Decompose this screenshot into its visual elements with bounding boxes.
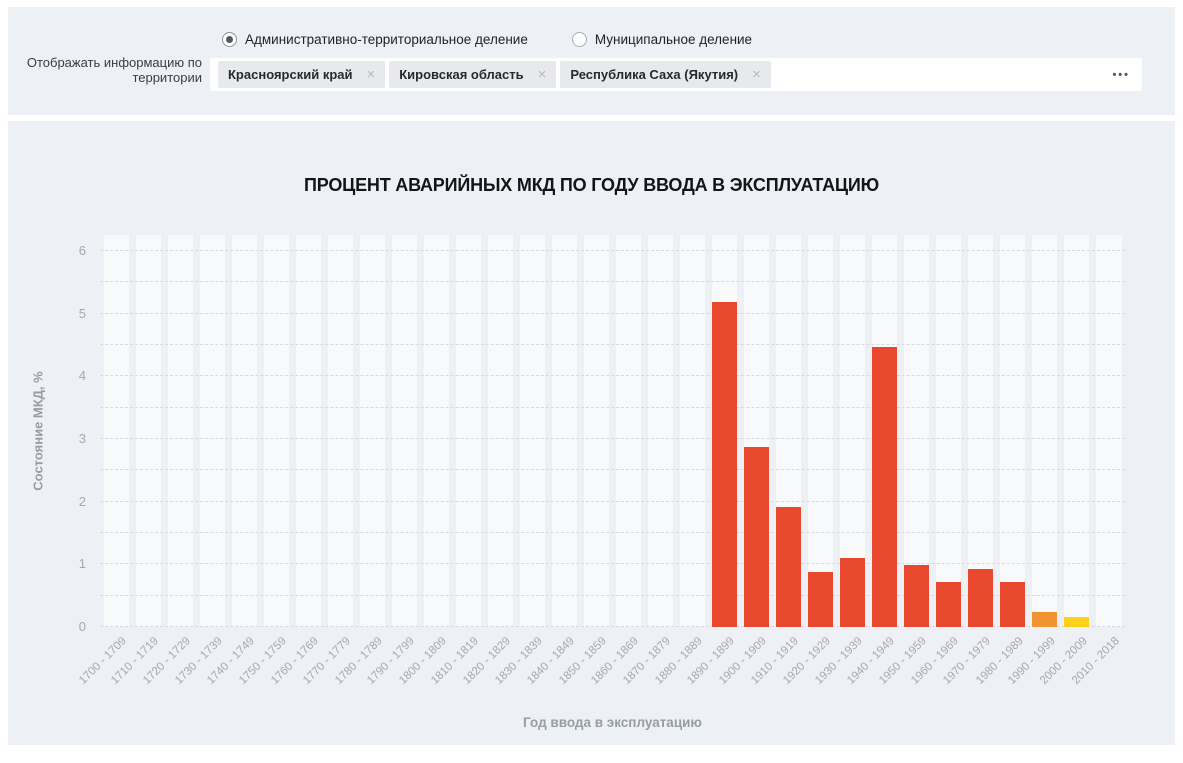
- plot-band: [167, 235, 193, 627]
- plot-area: [100, 235, 1125, 627]
- territory-tag-label: Кировская область: [399, 67, 524, 82]
- plot-band: [1096, 235, 1122, 627]
- territory-tag: Кировская область ×: [389, 61, 557, 88]
- territory-tag: Красноярский край ×: [218, 61, 386, 88]
- plot-band: [135, 235, 161, 627]
- y-tick-label: 3: [78, 430, 86, 446]
- bar-1930-1939[interactable]: [840, 558, 866, 627]
- radio-administrative-division[interactable]: Административно-территориальное деление: [222, 32, 528, 47]
- filter-label-line2: территории: [132, 70, 202, 85]
- plot-band: [904, 235, 930, 627]
- gridline: [100, 437, 1125, 439]
- gridline: [100, 469, 1125, 471]
- gridline: [100, 563, 1125, 565]
- plot-band: [391, 235, 417, 627]
- territory-tag-label: Республика Саха (Якутия): [570, 67, 739, 82]
- plot-band: [680, 235, 706, 627]
- plot-band: [968, 235, 994, 627]
- plot-band: [1032, 235, 1058, 627]
- filter-label-line1: Отображать информацию по: [26, 55, 202, 70]
- filter-content: Административно-территориальное деление …: [210, 7, 1175, 115]
- bar-1990-1999[interactable]: [1032, 611, 1058, 627]
- gridline: [100, 626, 1125, 627]
- plot-band: [519, 235, 545, 627]
- radio-municipal-division[interactable]: Муниципальное деление: [571, 32, 753, 47]
- tag-close-icon[interactable]: ×: [752, 66, 761, 83]
- bar-1950-1959[interactable]: [904, 564, 930, 627]
- y-tick-label: 1: [78, 556, 86, 572]
- bar-1960-1969[interactable]: [936, 582, 962, 627]
- bar-1980-1989[interactable]: [1000, 581, 1026, 627]
- chart-title: ПРОЦЕНТ АВАРИЙНЫХ МКД ПО ГОДУ ВВОДА В ЭК…: [304, 175, 879, 195]
- plot-band: [648, 235, 674, 627]
- plot-band: [199, 235, 225, 627]
- plot-band: [231, 235, 257, 627]
- bar-1970-1979[interactable]: [968, 568, 994, 627]
- plot-band: [423, 235, 449, 627]
- tag-close-icon[interactable]: ×: [537, 66, 547, 83]
- plot-band: [1000, 235, 1026, 627]
- plot-band: [487, 235, 513, 627]
- plot-band: [295, 235, 321, 627]
- gridline: [100, 531, 1125, 533]
- plot-band: [327, 235, 353, 627]
- x-axis-title: Год ввода в эксплуатацию: [523, 715, 702, 730]
- gridline: [100, 249, 1125, 251]
- gridline: [100, 594, 1125, 596]
- y-tick-label: 0: [78, 619, 86, 634]
- plot-band: [616, 235, 642, 627]
- filter-label: Отображать информацию по территории: [8, 7, 210, 115]
- bar-1940-1949[interactable]: [872, 347, 898, 627]
- division-radio-group: Административно-территориальное деление …: [222, 32, 752, 47]
- plot-band: [936, 235, 962, 627]
- radio-label: Муниципальное деление: [594, 32, 753, 47]
- plot-band: [808, 235, 834, 627]
- territory-tag-label: Красноярский край: [228, 67, 353, 82]
- plot-band: [263, 235, 289, 627]
- territory-tags-input[interactable]: Красноярский край × Кировская область × Респ…: [210, 58, 1142, 91]
- more-options-icon[interactable]: •••: [1112, 68, 1130, 81]
- tag-close-icon[interactable]: ×: [366, 66, 376, 83]
- gridline: [100, 281, 1125, 283]
- bar-1890-1899[interactable]: [712, 302, 738, 627]
- bar-2000-2009[interactable]: [1064, 616, 1090, 627]
- y-axis-title: Состояние МКД, %: [30, 371, 46, 491]
- plot-band: [1064, 235, 1090, 627]
- territory-filter-bar: Отображать информацию по территории Адми…: [8, 7, 1175, 115]
- territory-tag: Республика Саха (Якутия) ×: [560, 61, 771, 88]
- bar-1920-1929[interactable]: [808, 572, 834, 627]
- y-tick-label: 2: [78, 493, 86, 509]
- gridline: [100, 500, 1125, 502]
- y-tick-label: 4: [78, 368, 86, 384]
- radio-icon[interactable]: [571, 32, 587, 47]
- gridline: [100, 312, 1125, 314]
- bar-1910-1919[interactable]: [776, 507, 802, 627]
- bar-1900-1909[interactable]: [744, 447, 770, 627]
- plot-band: [551, 235, 577, 627]
- radio-icon[interactable]: [222, 32, 237, 47]
- y-tick-label: 6: [78, 242, 86, 258]
- radio-label: Административно-территориальное деление: [245, 32, 528, 47]
- chart-card: ПРОЦЕНТ АВАРИЙНЫХ МКД ПО ГОДУ ВВОДА В ЭК…: [8, 121, 1175, 745]
- plot-band: [103, 235, 129, 627]
- gridline: [100, 343, 1125, 345]
- plot-band: [455, 235, 481, 627]
- plot-band: [583, 235, 609, 627]
- gridline: [100, 375, 1125, 377]
- plot-band: [359, 235, 385, 627]
- y-tick-label: 5: [78, 305, 86, 321]
- gridline: [100, 406, 1125, 408]
